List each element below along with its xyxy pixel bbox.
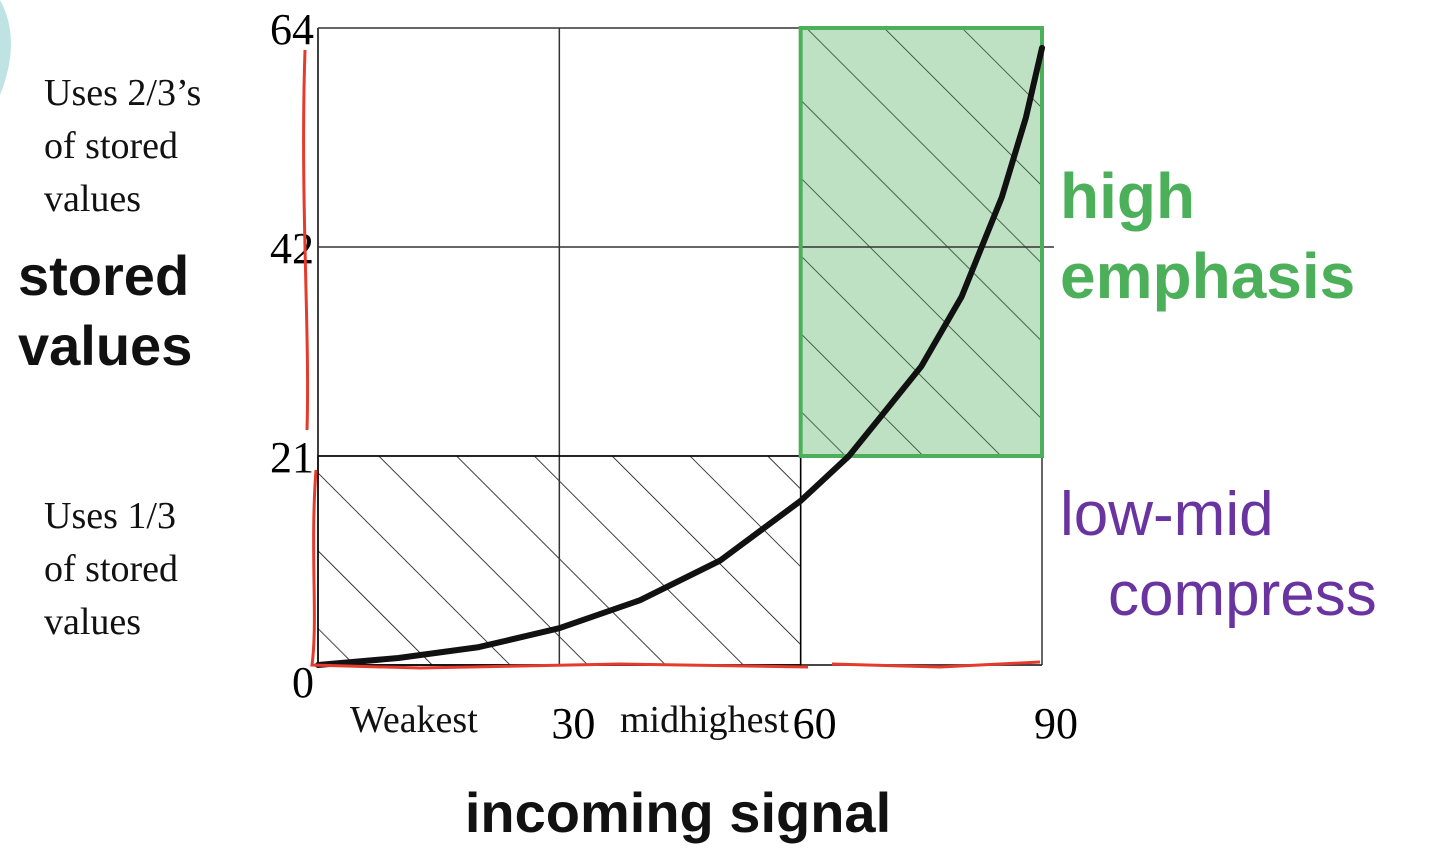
- high-label: high: [1060, 160, 1195, 232]
- y-tick-label: 0: [292, 658, 314, 707]
- high-label: emphasis: [1060, 240, 1355, 312]
- y-tick-label: 64: [270, 5, 314, 54]
- region-label: Weakest: [350, 699, 478, 741]
- y-tick-label: 42: [270, 224, 314, 273]
- note: Uses 1/3: [44, 495, 176, 537]
- y-tick-label: 21: [270, 433, 314, 482]
- y-axis-label: values: [18, 314, 192, 377]
- note: of stored: [44, 125, 178, 167]
- note: of stored: [44, 548, 178, 590]
- region-border: [798, 26, 1045, 458]
- note: values: [44, 178, 141, 220]
- y-axis-label: stored: [18, 244, 189, 307]
- hand-marks: [302, 49, 1041, 670]
- x-tick-label: 90: [1034, 699, 1078, 748]
- low-label: low-mid: [1060, 480, 1274, 549]
- x-tick-label: 30: [551, 699, 595, 748]
- low-label: compress: [1108, 560, 1377, 629]
- decoration-circle: [0, 0, 11, 95]
- note: Uses 2/3’s: [44, 72, 201, 114]
- region-hatch: [800, 28, 1042, 456]
- x-tick-label: 60: [793, 699, 837, 748]
- x-axis-label: incoming signal: [465, 781, 891, 844]
- curve: [315, 44, 1045, 668]
- plot: 0 21 42 64 30 60 90: [270, 5, 1078, 748]
- note: values: [44, 601, 141, 643]
- region-label: midhighest: [620, 699, 789, 741]
